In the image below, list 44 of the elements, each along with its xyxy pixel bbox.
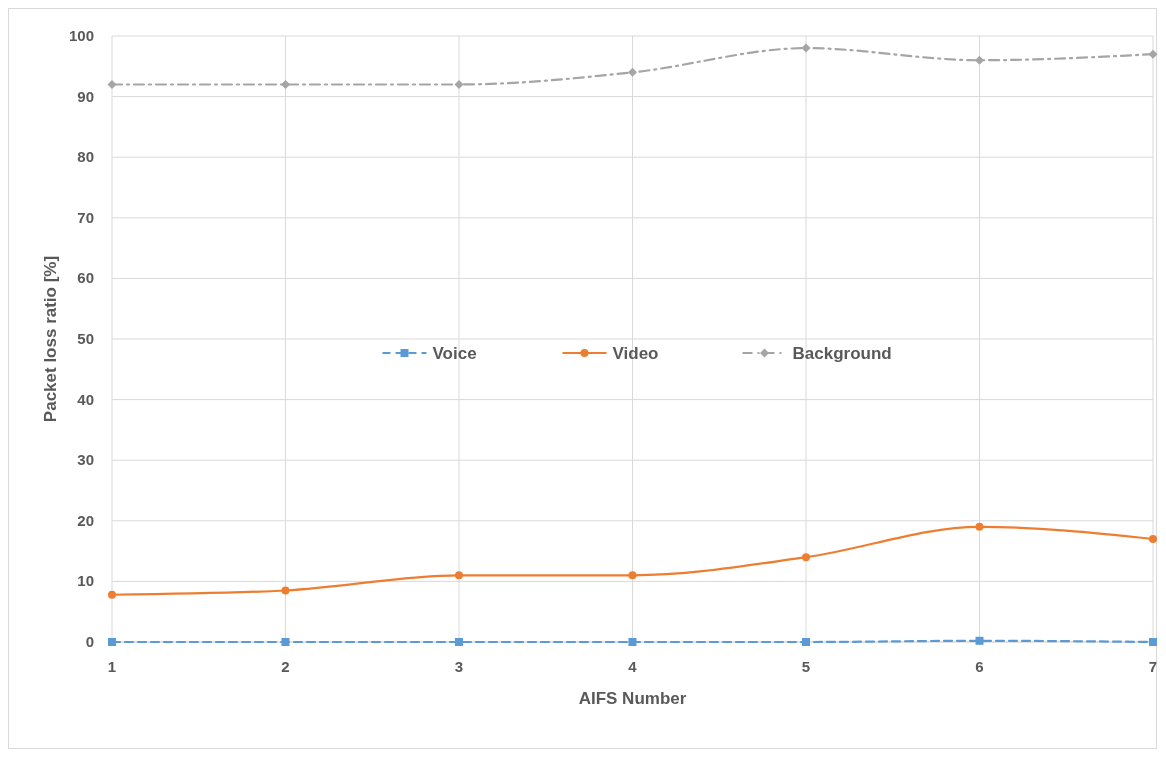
point (802, 638, 810, 646)
y-tick-label: 80 (77, 148, 94, 166)
y-tick-label: 30 (77, 451, 94, 469)
point (108, 638, 116, 646)
x-tick-label: 5 (801, 658, 811, 675)
point (454, 79, 464, 89)
x-tick-label: 4 (628, 658, 638, 675)
point (1148, 49, 1158, 59)
y-tick-label: 50 (77, 330, 94, 347)
point (975, 55, 984, 65)
point (628, 571, 637, 580)
point (107, 79, 117, 89)
y-tick-label: 40 (77, 390, 94, 408)
legend-label: Background (792, 344, 892, 363)
point (1149, 534, 1157, 543)
point (1149, 638, 1157, 646)
point (802, 553, 810, 562)
point (975, 636, 984, 645)
point (455, 571, 463, 580)
x-tick-label: 2 (281, 658, 290, 675)
point (281, 79, 290, 89)
y-tick-label: 100 (68, 27, 94, 44)
point (281, 586, 290, 595)
x-tick-label: 3 (454, 658, 464, 675)
y-tick-label: 90 (77, 87, 94, 105)
y-tick-label: 10 (77, 572, 94, 590)
y-tick-label: 0 (85, 633, 94, 650)
point (975, 522, 984, 531)
point (455, 638, 463, 646)
point (628, 638, 637, 646)
y-tick-label: 60 (77, 269, 94, 287)
x-axis-title: AIFS Number (578, 689, 687, 708)
y-tick-label: 70 (77, 208, 94, 226)
x-tick-label: 1 (107, 658, 117, 675)
legend-label: Voice (432, 344, 477, 363)
point (281, 638, 290, 646)
point (628, 67, 637, 77)
point (801, 43, 811, 53)
legend-label: Video (612, 344, 659, 363)
y-tick-label: 20 (77, 511, 94, 529)
point (108, 590, 116, 599)
x-tick-label: 7 (1148, 658, 1158, 675)
y-axis-title: Packet loss ratio [%] (41, 255, 60, 423)
x-tick-label: 6 (975, 658, 984, 675)
